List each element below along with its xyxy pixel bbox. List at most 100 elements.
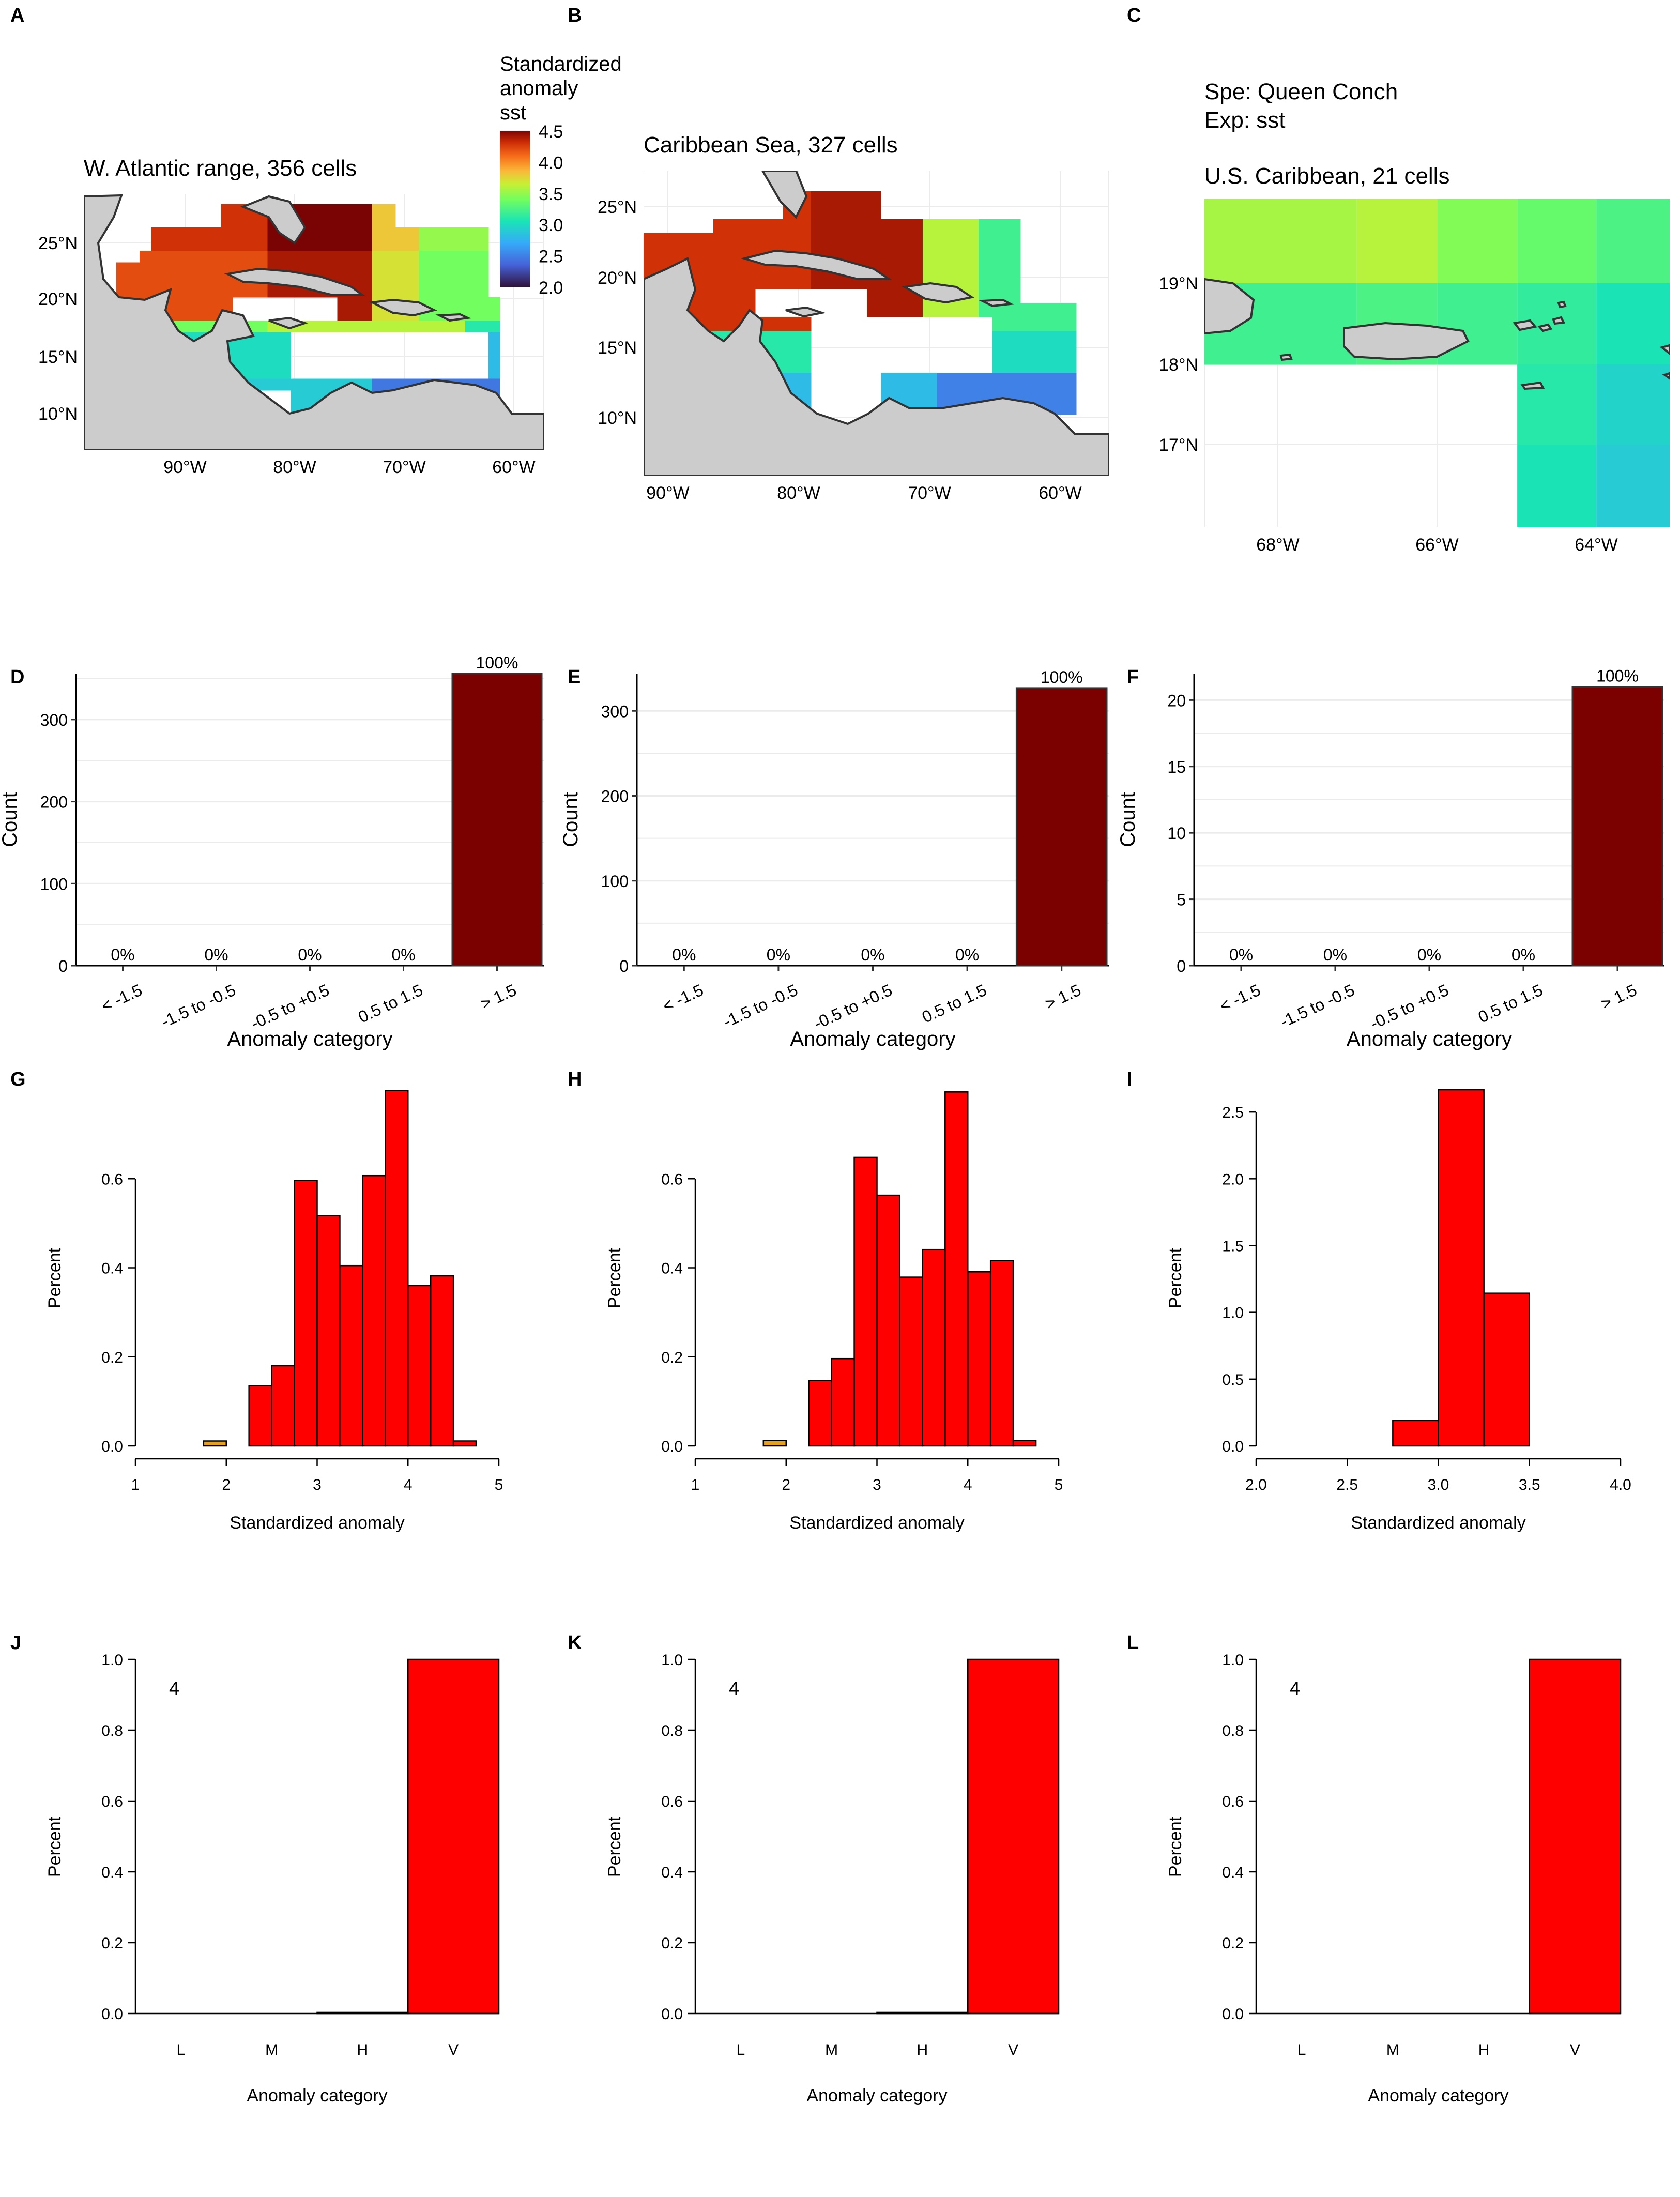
map-b-plot [644, 171, 1109, 476]
map-grid-cell [727, 303, 742, 317]
x-tick-label: L [737, 2041, 745, 2058]
map-c-x-tick-label: 64°W [1575, 535, 1618, 555]
map-grid-cell [992, 359, 1007, 373]
map-grid-cell [186, 227, 198, 239]
map-grid-cell [233, 227, 245, 239]
map-grid-cell [1006, 373, 1021, 387]
map-grid-cell [699, 233, 714, 248]
panel-annotation: 4 [169, 1677, 179, 1699]
map-grid-cell [267, 378, 280, 391]
map-grid-cell [937, 387, 951, 401]
map-grid-cell [658, 233, 672, 248]
map-grid-cell [741, 289, 756, 303]
x-tick-label: 5 [1055, 1476, 1063, 1493]
map-grid-cell [853, 219, 867, 234]
chart-panel-d: 0% < -1.5 0% -1.5 to -0.5 0% -0.5 to +0.5 0% 0.… [0, 653, 544, 1050]
map-grid-cell [769, 275, 784, 289]
map-grid-cell [174, 274, 187, 286]
map-grid-cell [923, 219, 937, 234]
map-grid-cell [811, 233, 826, 248]
map-panel-a: W. Atlantic range, 356 cells 90°W 80°W 70°… [38, 156, 544, 477]
map-grid-cell [453, 285, 466, 298]
map-grid-cell [769, 331, 784, 345]
map-grid-cell [1062, 401, 1077, 415]
map-a-title: W. Atlantic range, 356 cells [84, 156, 357, 181]
y-tick-label: 0.2 [101, 1349, 123, 1366]
map-grid-cell [979, 373, 993, 387]
map-grid-cell [453, 227, 466, 239]
map-grid-cell [407, 239, 419, 251]
y-tick-label: 0.4 [101, 1260, 123, 1277]
map-grid-cell [407, 285, 419, 298]
map-grid-cell [174, 309, 187, 321]
map-grid-cell [1517, 364, 1597, 445]
map-grid-cell [209, 285, 221, 298]
map-a-x-tick-label: 60°W [492, 457, 536, 477]
map-grid-cell [209, 227, 221, 239]
x-tick-label: V [1008, 2041, 1018, 2058]
map-grid-cell [116, 262, 128, 274]
map-grid-cell [1437, 283, 1518, 365]
map-grid-cell [337, 239, 349, 251]
histogram-bar [362, 1174, 386, 1447]
map-grid-cell [221, 262, 233, 274]
map-grid-cell [360, 251, 373, 263]
map-grid-cell [1020, 373, 1035, 387]
map-grid-cell [197, 309, 210, 321]
map-grid-cell [349, 321, 361, 332]
x-tick-label: 3.5 [1519, 1476, 1540, 1493]
map-grid-cell [372, 239, 384, 251]
map-grid-cell [360, 321, 373, 332]
map-grid-cell [881, 247, 895, 262]
map-grid-cell [302, 204, 314, 216]
map-grid-cell [979, 219, 993, 234]
map-grid-cell [302, 216, 314, 228]
map-grid-cell [713, 219, 728, 234]
map-grid-cell [163, 251, 175, 263]
map-grid-cell [923, 303, 937, 317]
x-tick-label: < -1.5 [660, 981, 706, 1016]
map-grid-cell [372, 321, 384, 332]
bar-data-label: 0% [861, 945, 884, 964]
map-grid-cell [349, 216, 361, 228]
x-tick-label: V [1570, 2041, 1580, 2058]
map-grid-cell [951, 373, 965, 387]
map-grid-cell [867, 289, 881, 303]
map-grid-cell [326, 227, 338, 239]
map-grid-cell [1204, 199, 1357, 284]
map-grid-cell [951, 233, 965, 248]
map-grid-cell [1048, 359, 1063, 373]
y-tick-label: 0 [1177, 957, 1186, 975]
map-grid-cell [488, 355, 500, 368]
map-grid-cell [1596, 283, 1670, 365]
map-grid-cell [992, 345, 1007, 359]
map-grid-cell [302, 251, 314, 263]
map-grid-cell [727, 275, 742, 289]
map-grid-cell [291, 390, 303, 402]
histogram-bar [1483, 1292, 1530, 1447]
map-grid-cell [384, 216, 396, 228]
map-grid-cell [186, 251, 198, 263]
map-grid-cell [797, 275, 812, 289]
y-tick-label: 0.2 [101, 1935, 123, 1952]
map-grid-cell [1357, 199, 1438, 284]
map-grid-cell [256, 355, 268, 368]
map-b-title: Caribbean Sea, 327 cells [644, 132, 898, 158]
legend-tick-label: 4.5 [539, 122, 563, 142]
map-grid-cell [951, 261, 965, 276]
map-c-title: U.S. Caribbean, 21 cells [1204, 163, 1449, 189]
map-grid-cell [430, 285, 442, 298]
map-grid-cell [419, 227, 431, 239]
map-b-y-tick-label: 10°N [598, 408, 637, 428]
map-grid-cell [349, 297, 361, 309]
map-grid-cell [233, 344, 245, 356]
x-tick-label: H [1478, 2041, 1490, 2058]
map-grid-cell [727, 247, 742, 262]
map-grid-cell [291, 251, 303, 263]
map-grid-cell [442, 251, 454, 263]
x-tick-label: 3 [313, 1476, 322, 1493]
legend-title-line-2: anomaly [500, 77, 578, 100]
map-grid-cell [1048, 303, 1063, 317]
map-grid-cell [372, 216, 384, 228]
x-tick-label: -1.5 to -0.5 [720, 981, 800, 1031]
